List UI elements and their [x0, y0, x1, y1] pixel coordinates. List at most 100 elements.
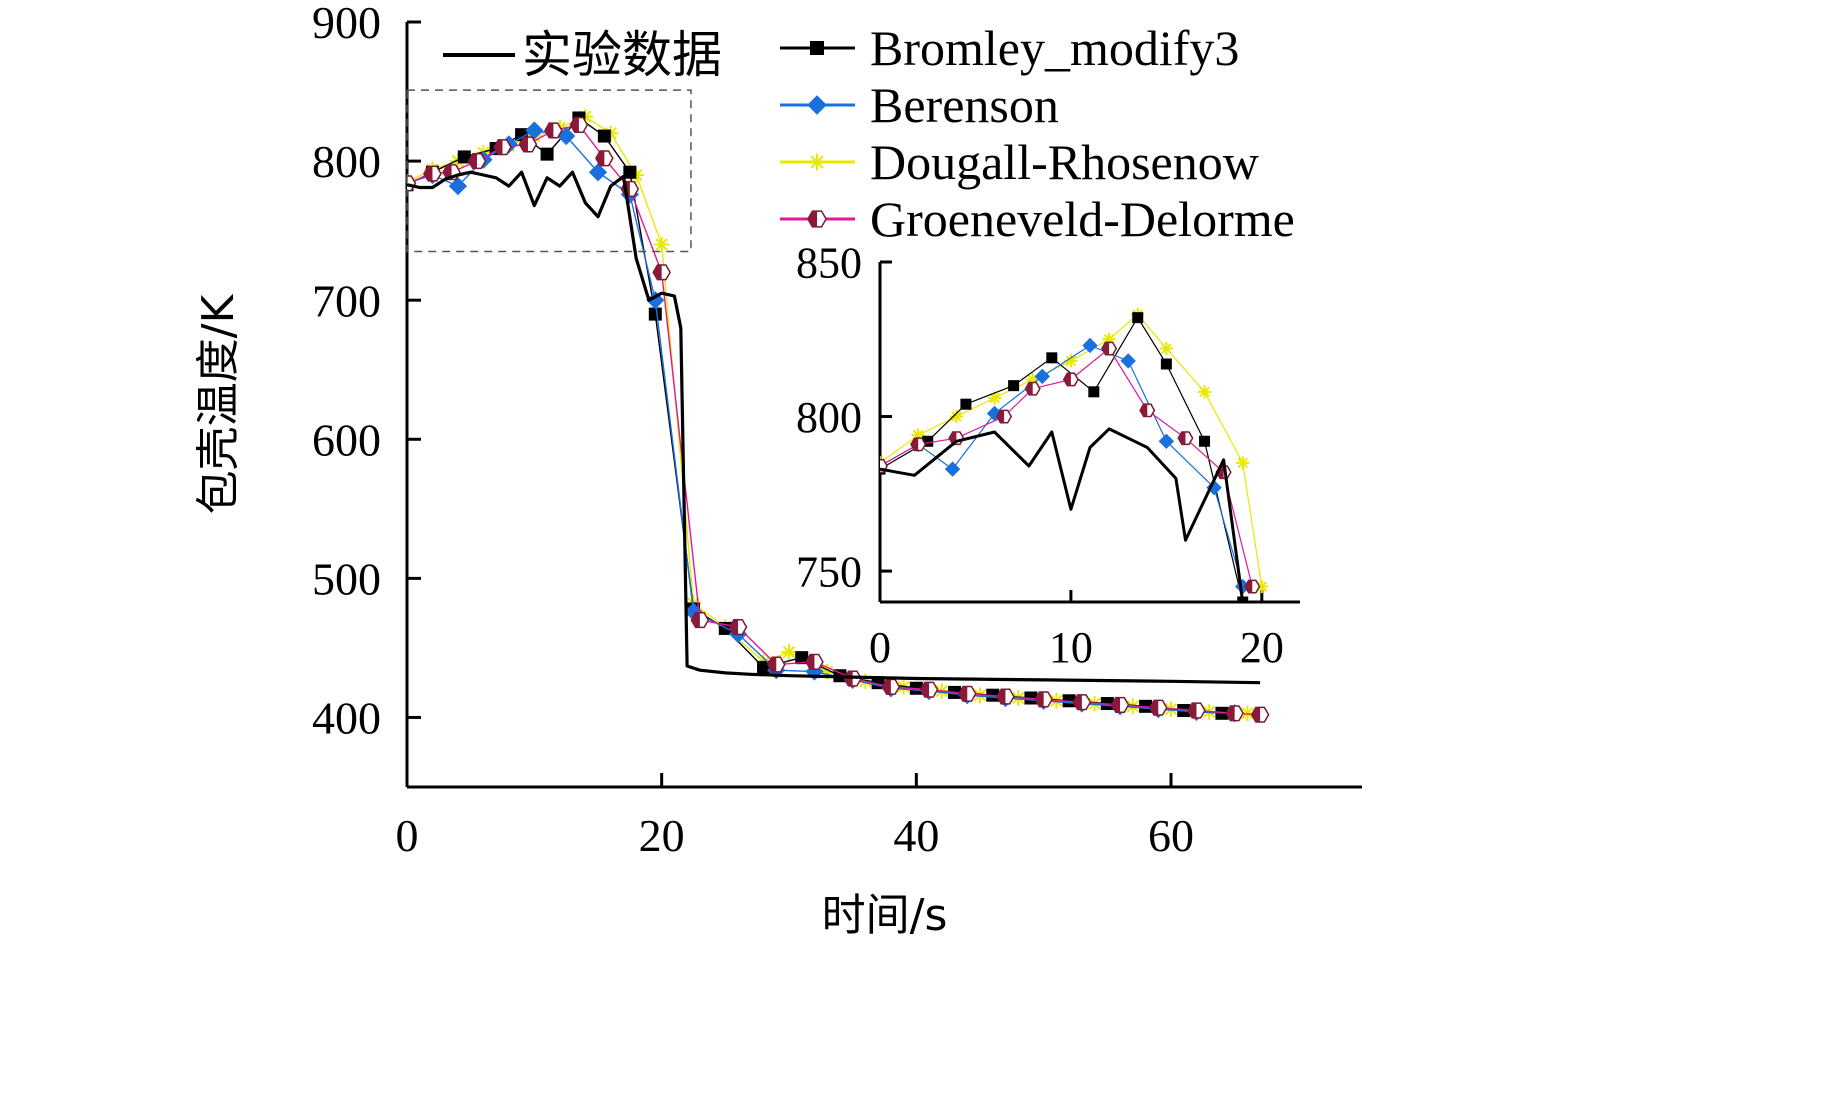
main-series-bromley-modify3-point — [757, 660, 771, 674]
inset-series-berenson-point — [1235, 578, 1251, 595]
inset-series-dougall-rhosenow-point — [1255, 579, 1269, 594]
legend-groeneveld-delorme-marker — [807, 210, 827, 228]
main-y-tick-label: 700 — [312, 275, 381, 326]
legend-label-experimental-data: 实验数据 — [522, 26, 722, 84]
main-series-groeneveld-delorme-point-fill — [544, 123, 554, 138]
main-series-groeneveld-delorme-point — [1034, 691, 1053, 708]
legend-bromley-modify3-marker — [810, 41, 824, 55]
main-series-groeneveld-delorme-point-fill — [806, 654, 815, 670]
main-series-groeneveld-delorme-point-fill — [494, 139, 503, 155]
main-series-groeneveld-delorme-point-fill — [729, 619, 739, 635]
main-series-dougall-rhosenow-point — [819, 663, 835, 680]
main-series-groeneveld-delorme-point-fill — [1226, 705, 1235, 721]
main-series-groeneveld-delorme-point — [407, 175, 417, 192]
main-series-dougall-rhosenow-point — [1239, 705, 1256, 722]
main-series-berenson-point — [525, 121, 544, 140]
main-series-groeneveld-delorme-point — [595, 150, 614, 167]
main-series-groeneveld-delorme-point — [919, 681, 939, 698]
main-series-groeneveld-delorme-point-fill — [1149, 700, 1159, 716]
inset-series-groeneveld-delorme-point-fill — [1140, 404, 1148, 417]
inset-series-berenson-point — [1120, 353, 1136, 369]
inset-series-bromley-modify3-point — [1199, 435, 1211, 447]
inset-series-groeneveld-delorme-point-fill — [1178, 431, 1186, 445]
main-series-groeneveld-delorme-point — [652, 264, 671, 281]
inset-series-groeneveld-delorme-point-fill — [1063, 373, 1071, 386]
inset-series-groeneveld-delorme-point-fill — [911, 438, 919, 451]
main-series-groeneveld-delorme-point — [569, 116, 589, 133]
main-series-groeneveld-delorme-point-fill — [1111, 697, 1121, 713]
inset-zoom-region — [406, 89, 692, 253]
inset-series-dougall-rhosenow-point — [911, 428, 925, 442]
main-series-bromley-modify3-point — [648, 307, 662, 321]
legend: 实验数据 Bromley_modify3BerensonDougall-Rhose… — [443, 20, 1295, 247]
inset-series-bromley-modify3-point — [922, 435, 934, 447]
inset-series-bromley-modify3-point — [1088, 386, 1100, 398]
main-x-tick-label: 0 — [396, 810, 419, 861]
main-series-berenson-point — [646, 291, 665, 310]
main-series-berenson-point — [588, 163, 608, 182]
main-series-groeneveld-delorme-point — [423, 165, 442, 182]
inset-series-dougall-rhosenow-point — [1159, 341, 1173, 356]
main-series-groeneveld-delorme-point-fill — [519, 137, 528, 152]
inset-series-dougall-rhosenow-point — [1026, 372, 1040, 387]
main-series-groeneveld-delorme-point-fill — [1035, 692, 1044, 707]
legend-dougall-rhosenow-marker — [808, 153, 826, 171]
main-series-groeneveld-delorme-point — [881, 678, 901, 695]
main-series-groeneveld-delorme-point — [690, 612, 710, 629]
main-series-groeneveld-delorme-point-fill — [424, 166, 433, 181]
inset-series-groeneveld-delorme-point — [1062, 372, 1079, 387]
main-y-tick-label: 500 — [312, 553, 381, 604]
main-series-bromley-modify3-point — [457, 150, 471, 164]
inset-series-groeneveld-delorme-point-fill — [1216, 465, 1224, 479]
inset-x-tick-label: 10 — [1049, 623, 1093, 672]
main-series-dougall-rhosenow-point — [781, 644, 797, 660]
inset-series-dougall-rhosenow-point — [987, 391, 1002, 405]
inset-y-tick-label: 850 — [796, 238, 862, 287]
main-series-groeneveld-delorme-point-fill — [595, 150, 605, 166]
main-chart: 400 500 600 700 800 900 0 20 40 60 时间/s 包壳温度/K — [193, 0, 1362, 941]
inset-series-groeneveld-delorme-point — [1101, 341, 1118, 356]
main-series-bromley-modify3-point — [623, 165, 637, 179]
inset-series-group — [880, 307, 1269, 602]
legend-dougall-rhosenow-label: Dougall-Rhosenow — [870, 134, 1259, 190]
legend-groeneveld-delorme-label: Groeneveld-Delorme — [870, 191, 1295, 247]
main-y-tick-label: 600 — [312, 414, 381, 465]
main-series-groeneveld-delorme-point — [1187, 702, 1206, 719]
legend-bromley-modify3-label: Bromley_modify3 — [870, 20, 1239, 76]
inset-series-dougall-rhosenow-point — [1236, 456, 1250, 470]
inset-y-tick-label: 800 — [796, 393, 862, 442]
inset-series-groeneveld-delorme-point — [1139, 403, 1156, 418]
inset-series-berenson-point — [986, 405, 1003, 422]
main-series-groeneveld-delorme-point-fill — [653, 265, 662, 280]
main-series-groeneveld-delorme-point — [1072, 694, 1092, 711]
main-series-groeneveld-delorme-point — [467, 153, 487, 170]
main-series-berenson-point — [557, 126, 576, 146]
inset-series-bromley-modify3-point — [960, 398, 972, 410]
x-axis-title: 时间/s — [822, 890, 948, 941]
main-x-tick-label: 20 — [639, 810, 685, 861]
main-series-groeneveld-delorme-point-fill — [1251, 707, 1261, 723]
main-y-tick-label: 900 — [312, 0, 381, 48]
main-y-tick-label: 800 — [312, 136, 381, 187]
inset-series-groeneveld-delorme-point-fill — [1101, 342, 1110, 355]
main-series-bromley-modify3-point — [597, 129, 611, 143]
inset-series-groeneveld-delorme-point — [996, 409, 1013, 424]
main-series-groeneveld-delorme-point — [493, 139, 512, 156]
main-series-groeneveld-delorme-point-fill — [468, 153, 478, 169]
inset-zoom-rectangle — [406, 89, 692, 253]
inset-series-berenson-point — [1034, 368, 1050, 385]
inset-series-bromley-modify3-point — [1008, 380, 1020, 392]
main-series-groeneveld-delorme-point — [766, 656, 786, 673]
main-series-group — [407, 108, 1270, 723]
main-series-groeneveld-delorme-point — [1225, 705, 1244, 722]
inset-series-groeneveld-delorme-point — [1024, 381, 1041, 396]
main-x-tick-label: 40 — [893, 810, 939, 861]
inset-series-groeneveld-delorme-point — [1244, 579, 1261, 594]
main-series-groeneveld-delorme-point — [957, 685, 977, 702]
inset-series-experimental-data-line — [880, 427, 1245, 602]
main-series-groeneveld-delorme-point — [1110, 696, 1130, 714]
main-series-dougall-rhosenow-point — [653, 236, 670, 253]
inset-series-berenson-point — [944, 461, 961, 477]
main-series-groeneveld-delorme-point-fill — [691, 612, 700, 628]
main-series-groeneveld-delorme-point-fill — [958, 686, 968, 702]
